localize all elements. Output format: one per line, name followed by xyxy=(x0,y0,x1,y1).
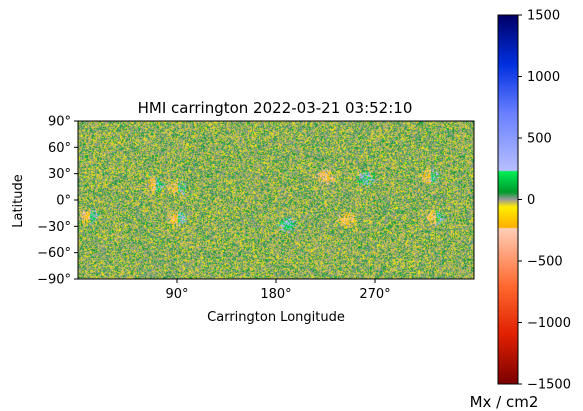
colorbar-tick-label: −1000 xyxy=(527,316,571,331)
colorbar-tick-label: −500 xyxy=(527,255,563,270)
x-axis-label: Carrington Longitude xyxy=(207,310,345,325)
y-axis-ticks: 90° 60° 30° 0° −30° −60° −90° xyxy=(37,115,78,288)
colorbar-tick-label: 1500 xyxy=(527,9,560,24)
colorbar-tick-label: 500 xyxy=(527,132,552,147)
y-tick-label: 30° xyxy=(48,167,71,182)
colorbar-tick-label: −1500 xyxy=(527,378,571,393)
y-tick-label: 90° xyxy=(48,115,71,130)
y-tick-label: 0° xyxy=(56,194,71,209)
x-axis-ticks: 90° 180° 270° xyxy=(165,279,391,302)
colorbar-label: Mx / cm2 xyxy=(470,393,539,411)
y-tick-label: 60° xyxy=(48,141,71,156)
y-axis-label: Latitude xyxy=(11,174,26,228)
colorbar-tick-label: 1000 xyxy=(527,70,560,85)
x-tick-label: 90° xyxy=(165,287,188,302)
colorbar-ticks: 1500 1000 500 0 −500 −1000 −1500 xyxy=(518,9,571,393)
y-tick-label: −90° xyxy=(37,273,71,288)
magnetogram-map xyxy=(78,121,474,279)
y-tick-label: −30° xyxy=(37,220,71,235)
colorbar-tick-label: 0 xyxy=(527,193,535,208)
map-plot-area xyxy=(77,120,475,280)
y-tick-label: −60° xyxy=(37,246,71,261)
chart-title: HMI carrington 2022-03-21 03:52:10 xyxy=(138,99,413,117)
colorbar: 1500 1000 500 0 −500 −1000 −1500 xyxy=(497,9,571,393)
x-tick-label: 180° xyxy=(260,287,291,302)
x-tick-label: 270° xyxy=(359,287,390,302)
colorbar-gradient xyxy=(498,15,518,384)
